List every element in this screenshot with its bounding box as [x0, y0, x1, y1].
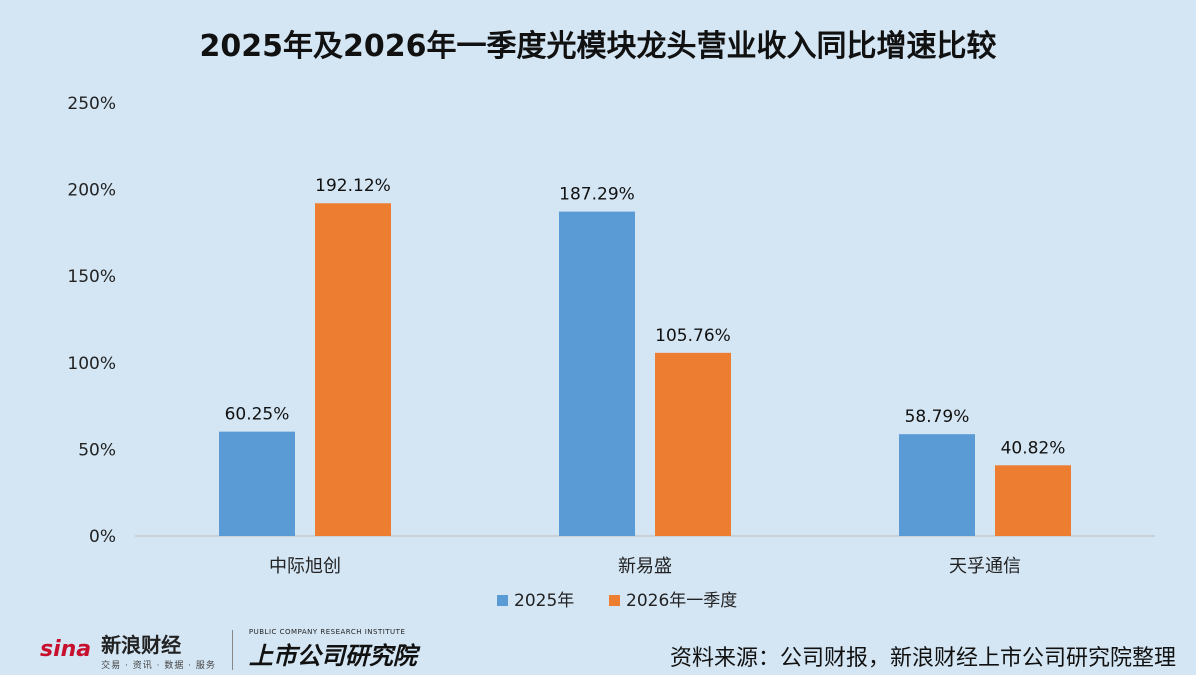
chart-title: 2025年及2026年一季度光模块龙头营业收入同比增速比较: [200, 29, 997, 64]
legend-swatch: [497, 595, 508, 606]
sina-logo: sina: [40, 637, 92, 662]
sina-subtitle: 交易 · 资讯 · 数据 · 服务: [101, 660, 216, 671]
logo-divider: [231, 629, 233, 670]
data-label: 58.79%: [905, 407, 970, 427]
data-label: 105.76%: [655, 326, 731, 346]
source-note: 资料来源：公司财报，新浪财经上市公司研究院整理: [669, 646, 1176, 671]
legend: 2025年 2026年一季度: [497, 591, 737, 611]
footer-logos: sina 新浪财经 交易 · 资讯 · 数据 · 服务 PUBLIC COMPA…: [40, 628, 417, 671]
y-tick-label: 100%: [67, 354, 116, 374]
institute-logo: PUBLIC COMPANY RESEARCH INSTITUTE 上市公司研究…: [249, 628, 417, 671]
data-labels-group: 60.25% 192.12% 187.29% 105.76% 58.79% 40.82%: [225, 176, 1066, 458]
y-tick-label: 0%: [89, 527, 116, 547]
bar: [899, 434, 975, 536]
category-label: 天孚通信: [949, 556, 1021, 577]
data-label: 187.29%: [559, 185, 635, 205]
sina-brand: 新浪财经 交易 · 资讯 · 数据 · 服务: [101, 629, 216, 671]
category-label: 新易盛: [618, 556, 672, 577]
category-label: 中际旭创: [269, 556, 341, 577]
y-tick-label: 50%: [78, 440, 116, 460]
y-tick-label: 150%: [67, 267, 116, 287]
bar-chart: 2025年及2026年一季度光模块龙头营业收入同比增速比较 0% 50% 100% 1…: [67, 29, 1155, 611]
y-axis-ticks: 0% 50% 100% 150% 200% 250%: [67, 94, 116, 547]
bar: [219, 431, 295, 536]
institute-chinese-name: 上市公司研究院: [248, 642, 417, 670]
category-labels-group: 中际旭创 新易盛 天孚通信: [269, 556, 1021, 577]
institute-english-name: PUBLIC COMPANY RESEARCH INSTITUTE: [248, 628, 406, 636]
y-tick-label: 200%: [67, 181, 116, 201]
sina-name: 新浪财经: [101, 632, 182, 657]
bar: [995, 465, 1071, 536]
bar: [559, 211, 635, 537]
data-label: 192.12%: [315, 176, 391, 196]
legend-label: 2026年一季度: [626, 591, 737, 611]
bar: [655, 352, 731, 536]
bar: [315, 203, 391, 536]
data-label: 40.82%: [1001, 438, 1066, 458]
y-tick-label: 250%: [67, 94, 116, 114]
data-label: 60.25%: [225, 405, 290, 425]
bars-group: [219, 203, 1071, 537]
legend-label: 2025年: [514, 591, 574, 611]
legend-swatch: [609, 595, 620, 606]
